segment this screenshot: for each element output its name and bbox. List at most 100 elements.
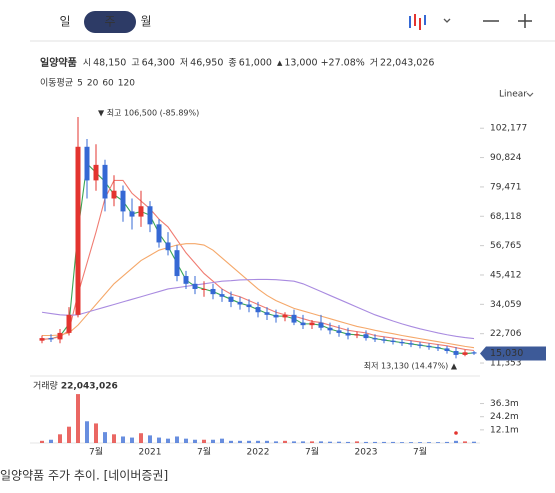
quote-label: 저 xyxy=(180,58,188,69)
volume-bar xyxy=(211,439,215,443)
quote-value: 22,043,026 xyxy=(380,58,434,69)
volume-total: 22,043,026 xyxy=(61,382,118,392)
volume-bar xyxy=(391,441,395,443)
candle-body xyxy=(264,312,270,315)
candle-body xyxy=(390,340,396,342)
candle-body xyxy=(129,211,135,217)
candle-body xyxy=(138,206,144,217)
volume-bar xyxy=(265,440,269,443)
candle-body xyxy=(39,338,45,341)
y-tick-label: 90,824 xyxy=(490,153,522,163)
volume-bar xyxy=(463,441,467,443)
volume-bar xyxy=(292,441,296,443)
quote-value: 46,950 xyxy=(190,58,223,69)
volume-bar xyxy=(229,440,233,443)
volume-tick-label: 24.2m xyxy=(490,412,519,422)
x-tick-label: 2023 xyxy=(355,448,378,458)
volume-bar xyxy=(49,439,53,443)
candle-body xyxy=(66,314,72,333)
candle-body xyxy=(192,283,198,289)
volume-bar xyxy=(184,438,188,443)
volume-bar xyxy=(472,441,476,443)
volume-bar xyxy=(445,441,449,443)
candle-body xyxy=(201,288,207,290)
candle-body xyxy=(417,344,423,346)
volume-title: 거래량 xyxy=(33,380,58,392)
volume-bar xyxy=(274,441,278,443)
dropdown-chevron[interactable] xyxy=(443,18,451,23)
volume-bar xyxy=(85,421,89,443)
stock-name: 일양약품 xyxy=(40,56,77,69)
period-tab[interactable]: 주 xyxy=(104,15,115,29)
volume-bar xyxy=(418,442,422,443)
volume-bar xyxy=(337,441,341,443)
volume-bar xyxy=(283,440,287,443)
candle-body xyxy=(255,307,261,313)
volume-bar xyxy=(202,439,206,443)
x-tick-label: 7월 xyxy=(197,446,211,458)
quote-value: 48,150 xyxy=(93,58,126,69)
candle-body xyxy=(282,314,288,318)
y-tick-label: 34,059 xyxy=(490,300,522,310)
candle-body xyxy=(336,330,342,333)
x-tick-label: 7월 xyxy=(89,446,103,458)
volume-bar xyxy=(310,441,314,443)
candle-body xyxy=(228,296,234,302)
legend-entry: 20 xyxy=(87,79,99,89)
candle-body xyxy=(462,352,468,355)
period-tab[interactable]: 월 xyxy=(140,15,151,29)
volume-bar xyxy=(436,442,440,443)
caption: 일양약품 주가 추이. [네이버증권] xyxy=(0,468,168,483)
candle-body xyxy=(426,345,432,348)
volume-bar xyxy=(373,441,377,443)
volume-bar xyxy=(157,437,161,443)
quote-label: 거 xyxy=(370,58,378,69)
candle-body xyxy=(399,341,405,344)
candle-body xyxy=(210,288,216,295)
ma-line xyxy=(42,243,475,349)
ma-line xyxy=(41,179,475,352)
candle-body xyxy=(381,339,387,341)
candle-body xyxy=(318,322,324,328)
ma-line xyxy=(41,278,475,340)
candle-body xyxy=(174,250,180,277)
volume-bar xyxy=(364,441,368,443)
y-tick-label: 11,353 xyxy=(490,359,522,369)
candle-body xyxy=(102,164,108,199)
candle-body xyxy=(237,301,243,305)
change-arrow: ▲ xyxy=(277,59,283,67)
volume-bar xyxy=(409,442,413,443)
volume-bar xyxy=(40,440,44,443)
volume-bar xyxy=(256,440,260,443)
candle-body xyxy=(75,146,81,315)
price-badge xyxy=(480,346,546,361)
y-tick-label: 22,706 xyxy=(490,329,522,339)
volume-bar xyxy=(94,423,98,443)
volume-bar xyxy=(112,434,116,443)
scale-chevron[interactable] xyxy=(526,92,534,97)
candle-body xyxy=(471,352,477,354)
volume-bar xyxy=(427,442,431,443)
volume-bar xyxy=(328,441,332,443)
x-tick-label: 2021 xyxy=(139,448,162,458)
candle-body xyxy=(219,294,225,297)
legend-entry: 120 xyxy=(118,79,135,89)
quote-value: 61,000 xyxy=(239,58,272,69)
legend-entry: 60 xyxy=(102,79,114,89)
period-tab[interactable]: 일 xyxy=(59,15,70,29)
candle-body xyxy=(165,242,171,251)
last-price: 15,030 xyxy=(490,348,523,359)
candle-body xyxy=(354,334,360,336)
y-tick-label: 68,118 xyxy=(490,212,522,222)
volume-bar xyxy=(382,441,386,443)
volume-bar xyxy=(76,394,80,443)
volume-bar xyxy=(103,432,107,443)
candle-body xyxy=(273,314,279,318)
event-dot xyxy=(454,431,458,435)
zoom-in-button[interactable] xyxy=(518,14,532,28)
candle-body xyxy=(246,304,252,308)
candle-body xyxy=(93,164,99,181)
volume-bar xyxy=(58,434,62,443)
x-tick-label: 7월 xyxy=(413,446,427,458)
scale-label[interactable]: Linear xyxy=(499,90,527,100)
